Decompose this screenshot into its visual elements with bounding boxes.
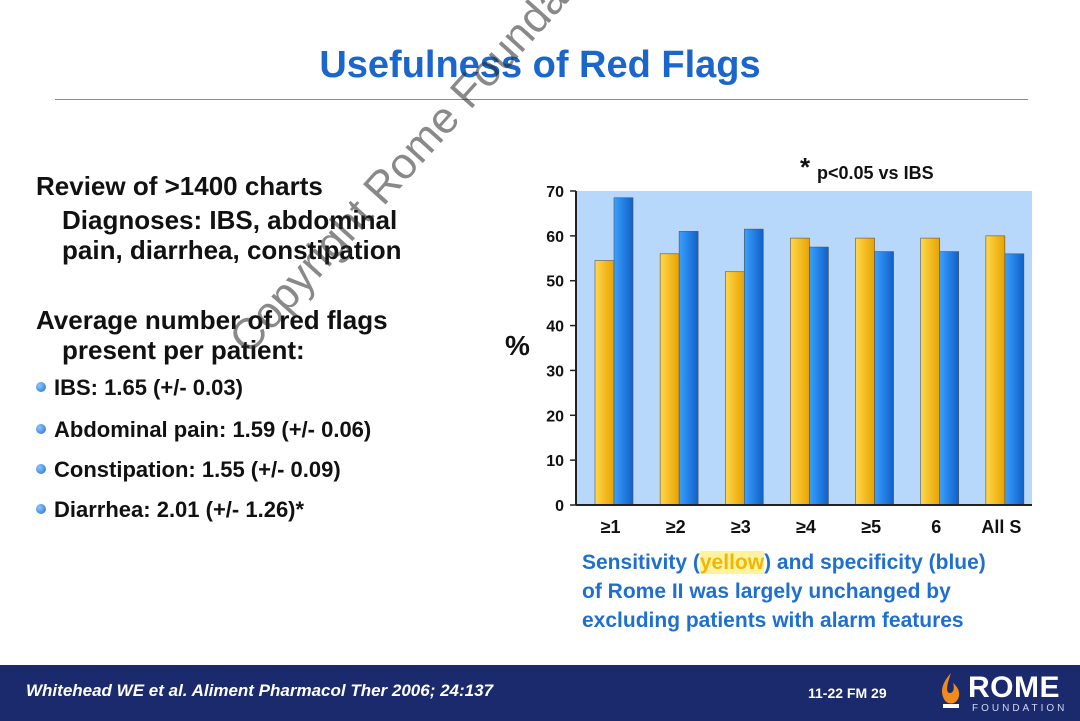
heading-average-line-2: present per patient: [62, 335, 305, 365]
chart-annotation: p<0.05 vs IBS [817, 163, 934, 183]
y-tick-label: 40 [546, 319, 564, 336]
bullet-constipation: Constipation: 1.55 (+/- 0.09) [36, 456, 341, 484]
y-tick-label: 10 [546, 453, 564, 470]
bar-series-2-1 [613, 197, 634, 506]
x-tick-label: ≥2 [666, 517, 686, 537]
x-tick-label: ≥1 [601, 517, 621, 537]
diagnoses-line-1: Diagnoses: IBS, abdominal [62, 205, 398, 235]
chart-caption: Sensitivity (yellow) and specificity (bl… [582, 548, 1062, 635]
bar-series-1-3 [724, 271, 745, 506]
bar-series-1-6 [920, 237, 941, 506]
bullet-text: Diarrhea: 2.01 (+/- 1.26)* [54, 497, 305, 522]
bar-series-2-6 [939, 251, 960, 506]
bullet-abdominal-pain: Abdominal pain: 1.59 (+/- 0.06) [36, 416, 371, 444]
bar-series-1-7 [985, 235, 1006, 506]
diagnoses-line-2: pain, diarrhea, constipation [62, 235, 402, 265]
bullet-icon [36, 464, 46, 475]
bullet-text: Abdominal pain: 1.59 (+/- 0.06) [54, 417, 372, 442]
y-tick-label: 20 [546, 408, 564, 425]
x-tick-label: ≥3 [731, 517, 751, 537]
bar-series-2-5 [874, 251, 894, 506]
heading-review: Review of >1400 charts [36, 171, 323, 201]
footer-logo-sub: FOUNDATION [972, 703, 1068, 714]
bar-series-2-3 [743, 228, 764, 506]
bar-series-1-5 [855, 237, 875, 506]
caption-line-3: excluding patients with alarm features [582, 609, 964, 632]
caption-line-2: of Rome II was largely unchanged by [582, 580, 951, 603]
heading-average: Average number of red flags [36, 305, 388, 335]
y-tick-label: 50 [546, 274, 564, 291]
bullet-icon [36, 424, 46, 435]
rome-flame-icon [942, 673, 960, 708]
bar-chart: ≥1 ≥2 ≥3 ≥4 ≥5 6 All S 0 10 20 30 40 50 60 70% * p<0.05 … [505, 152, 1032, 537]
annotation-star: * [800, 152, 811, 182]
y-tick-label: 60 [546, 229, 564, 246]
x-tick-label: 6 [931, 517, 941, 537]
bar-series-2-7 [1004, 253, 1025, 506]
slide-title: Usefulness of Red Flags [319, 44, 761, 86]
bullet-text: IBS: 1.65 (+/- 0.03) [54, 375, 243, 400]
bar-series-1-1 [594, 260, 615, 506]
caption-part-2: ) and specificity (blue) [764, 551, 986, 574]
caption-yellow-word: yellow [699, 551, 765, 574]
bar-series-2-2 [678, 231, 699, 506]
y-tick-label: 0 [555, 498, 564, 515]
y-axis-label: % [505, 330, 530, 361]
y-tick-label: 30 [546, 363, 564, 380]
bar-series-2-4 [809, 246, 829, 506]
y-tick-label: 70 [546, 184, 564, 201]
bullet-diarrhea: Diarrhea: 2.01 (+/- 1.26)* [36, 496, 304, 524]
title-divider [55, 99, 1028, 100]
bullet-icon [36, 504, 46, 515]
footer-reference: Whitehead WE et al. Aliment Pharmacol Th… [26, 681, 494, 700]
bar-series-1-4 [790, 237, 810, 506]
bullet-text: Constipation: 1.55 (+/- 0.09) [54, 457, 341, 482]
x-tick-label: ≥5 [861, 517, 881, 537]
bullet-ibs: IBS: 1.65 (+/- 0.03) [36, 374, 243, 402]
footer-slide-code: 11-22 FM 29 [808, 685, 887, 701]
x-tick-label: ≥4 [796, 517, 816, 537]
bar-series-1-2 [659, 253, 680, 506]
caption-part-1: Sensitivity ( [582, 551, 700, 574]
footer-logo-text: ROME [968, 671, 1060, 704]
footer-bar: Whitehead WE et al. Aliment Pharmacol Th… [0, 665, 1080, 721]
bullet-icon [36, 382, 46, 393]
x-tick-label: All S [981, 517, 1021, 537]
